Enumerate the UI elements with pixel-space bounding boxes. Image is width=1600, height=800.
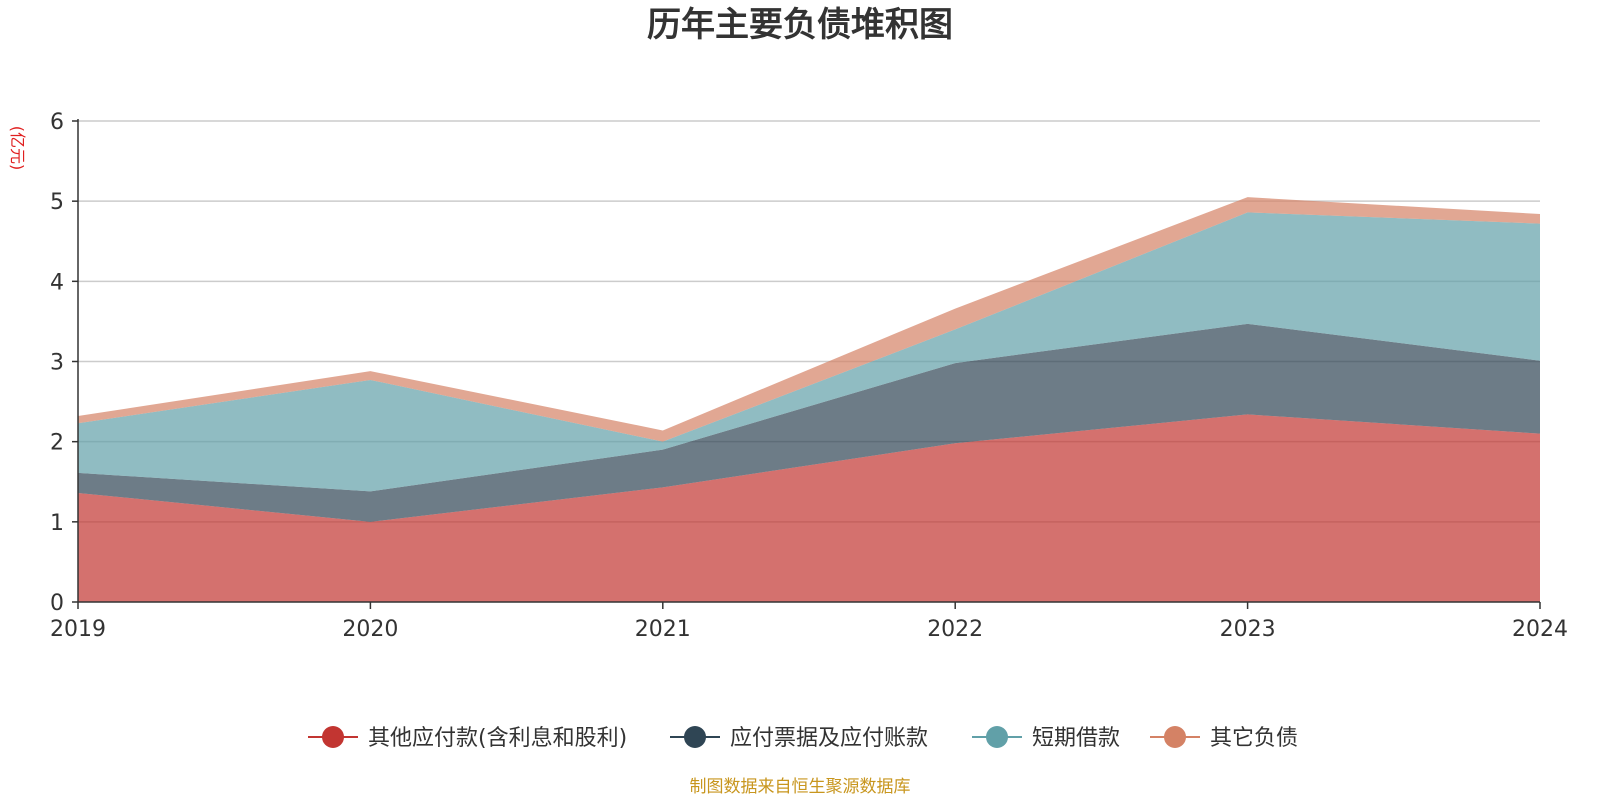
y-unit-label: (亿元) (8, 126, 27, 171)
y-tick-label: 4 (50, 270, 64, 295)
legend-label: 应付票据及应付账款 (730, 726, 928, 751)
area-series (78, 197, 1540, 602)
x-tick-label: 2022 (927, 617, 983, 642)
y-tick-label: 2 (50, 431, 64, 456)
x-tick-label: 2023 (1220, 617, 1276, 642)
x-tick-label: 2019 (50, 617, 106, 642)
legend-label: 短期借款 (1032, 726, 1120, 751)
x-tick-label: 2021 (635, 617, 691, 642)
axes: 0 1 2 3 4 5 6 2019 2020 2021 2022 2023 2024 (50, 110, 1568, 642)
x-tick-label: 2020 (342, 617, 398, 642)
y-tick-label: 6 (50, 110, 64, 135)
legend-marker (322, 726, 344, 748)
legend-marker (986, 726, 1008, 748)
x-tick-label: 2024 (1512, 617, 1568, 642)
source-note: 制图数据来自恒生聚源数据库 (690, 777, 911, 797)
legend: 其他应付款(含利息和股利) 应付票据及应付账款 短期借款 其它负债 (308, 726, 1298, 751)
legend-marker (684, 726, 706, 748)
y-tick-label: 0 (50, 591, 64, 616)
legend-label: 其它负债 (1210, 726, 1298, 751)
series-area (78, 212, 1540, 492)
y-tick-label: 1 (50, 511, 64, 536)
y-tick-label: 5 (50, 190, 64, 215)
chart-title: 历年主要负债堆积图 (647, 5, 953, 45)
y-tick-label: 3 (50, 351, 64, 376)
series-area (78, 323, 1540, 522)
series-area (78, 414, 1540, 602)
legend-label: 其他应付款(含利息和股利) (368, 726, 627, 751)
legend-marker (1164, 726, 1186, 748)
